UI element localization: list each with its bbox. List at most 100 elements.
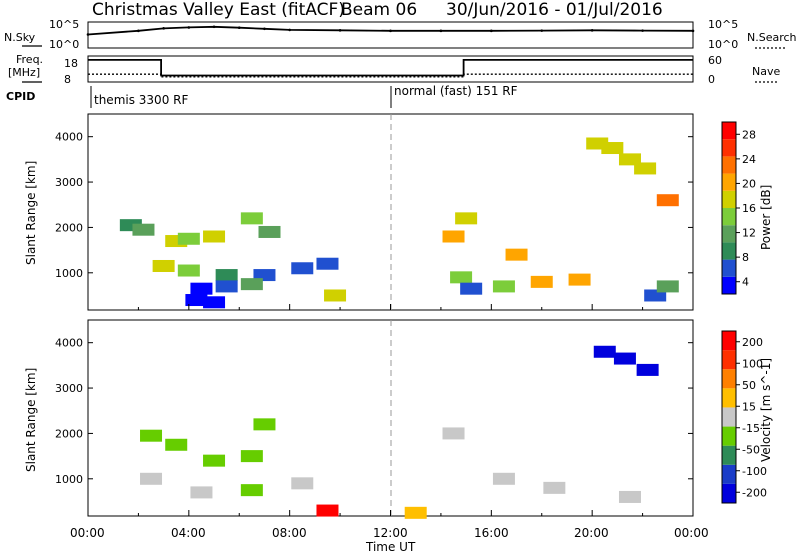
beam-label: Beam 06 — [341, 0, 417, 20]
velocity-cell — [240, 450, 263, 463]
x-tick-label: 00:00 — [70, 526, 105, 540]
colorbar-tick-label: 4 — [742, 276, 749, 289]
x-tick-label: 12:00 — [373, 526, 408, 540]
power-cell — [316, 257, 339, 270]
colorbar-swatch — [722, 173, 736, 191]
colorbar-swatch — [722, 369, 736, 389]
power-cell — [634, 162, 657, 175]
nsky-point — [288, 28, 291, 32]
velocity-cell — [618, 490, 641, 503]
nsky-point — [187, 26, 191, 29]
velocity-colorbar: 200 100 50 15 -15 -50 -100 -200 — [721, 330, 767, 504]
freq-panel: Freq. [MHz] 18 8 Nave 60 0 — [8, 53, 780, 86]
power-cell — [460, 282, 483, 295]
colorbar-swatch — [722, 464, 736, 484]
power-cell — [177, 232, 200, 245]
colorbar-frame — [721, 330, 737, 504]
power-cell — [618, 153, 641, 166]
x-axis-label: Time UT — [365, 540, 416, 554]
freq-label-line2: [MHz] — [8, 66, 40, 79]
date-range: 30/Jun/2016 - 01/Jul/2016 — [446, 0, 663, 20]
velocity-cell — [165, 438, 188, 451]
search-tick-top: 10^5 — [708, 18, 738, 31]
velocity-y-axis: 1000 2000 3000 4000 — [55, 337, 694, 516]
nsky-point — [590, 29, 594, 32]
velocity-data-layer — [140, 345, 659, 519]
power-cell — [656, 194, 679, 207]
colorbar-tick-label: 12 — [742, 227, 756, 240]
nsky-point — [540, 29, 544, 32]
velocity-cell — [240, 484, 263, 497]
nsky-point — [691, 29, 695, 33]
sky-left-label: N.Sky — [4, 31, 36, 44]
y-tick-label: 2000 — [55, 427, 83, 440]
velocity-ylabel: Slant Range [km] — [24, 368, 38, 472]
nsky-point — [641, 29, 644, 32]
colorbar-swatch — [722, 139, 736, 157]
colorbar-swatch — [722, 208, 736, 226]
velocity-cell — [203, 454, 226, 467]
nave-tick-top: 60 — [708, 54, 722, 67]
colorbar-tick-label: 100 — [742, 357, 763, 370]
power-cell — [258, 225, 281, 238]
velocity-cell — [404, 506, 427, 519]
velocity-cell — [253, 418, 276, 431]
colorbar-tick-label: 200 — [742, 336, 763, 349]
velocity-cell — [492, 472, 515, 485]
nsky-point — [162, 27, 165, 30]
freq-trace — [88, 59, 693, 78]
power-cell — [450, 271, 473, 284]
freq-tick-bottom: 8 — [64, 73, 71, 86]
y-tick-label: 2000 — [55, 221, 83, 234]
power-cell — [253, 269, 276, 282]
nsky-point — [490, 29, 493, 33]
nsky-point — [237, 26, 241, 30]
y-tick-label: 1000 — [55, 473, 83, 486]
power-cell — [203, 296, 226, 309]
colorbar-swatch — [722, 190, 736, 208]
nsky-trace — [86, 25, 695, 36]
cpid-label: CPID — [6, 90, 35, 103]
colorbar-swatch — [722, 276, 736, 294]
colorbar-swatch — [722, 407, 736, 427]
power-cell — [190, 282, 213, 295]
chart-title: Christmas Valley East (fitACF) — [92, 0, 345, 20]
cpid-segment-normal: normal (fast) 151 RF — [394, 84, 518, 98]
nsky-point — [389, 29, 392, 33]
colorbar-swatch — [722, 350, 736, 370]
power-cell — [152, 259, 175, 272]
velocity-cell — [636, 363, 659, 376]
cpid-row: CPID themis 3300 RF normal (fast) 151 RF — [6, 84, 518, 108]
colorbar-swatch — [722, 331, 736, 351]
nsky-point — [212, 25, 216, 29]
colorbar-tick-label: -200 — [742, 486, 767, 499]
power-cell — [203, 230, 226, 243]
nsky-line — [87, 25, 694, 36]
nsky-point — [338, 29, 342, 32]
cpid-segment-themis: themis 3300 RF — [94, 93, 188, 107]
search-tick-bottom: 10^0 — [708, 38, 738, 51]
nave-right-label: Nave — [752, 65, 780, 78]
power-cell — [185, 294, 208, 307]
colorbar-swatch — [722, 225, 736, 243]
power-cell — [505, 248, 528, 261]
power-colorbar-label: Power [dB] — [759, 185, 773, 250]
sky-tick-bottom: 10^0 — [49, 38, 79, 51]
x-tick-label: 04:00 — [171, 526, 206, 540]
velocity-cell — [543, 481, 566, 494]
x-tick-label: 20:00 — [574, 526, 609, 540]
colorbar-tick-label: 28 — [742, 128, 756, 141]
colorbar-tick-label: -50 — [742, 443, 760, 456]
freq-panel-frame — [87, 55, 694, 83]
velocity-colorbar-label: Velocity [m s^-1] — [759, 358, 773, 462]
colorbar-swatch — [722, 242, 736, 260]
colorbar-swatch — [722, 122, 736, 140]
x-axis: 00:00 04:00 08:00 12:00 16:00 20:00 00:0… — [70, 526, 709, 540]
sky-panel: N.Sky 10^5 10^0 N.Search 10^5 10^0 — [4, 18, 797, 51]
colorbar-tick-label: 50 — [742, 379, 756, 392]
freq-label-line1: Freq. — [16, 53, 43, 66]
colorbar-swatch — [722, 483, 736, 503]
colorbar-swatch — [722, 388, 736, 408]
power-cell — [492, 280, 515, 293]
